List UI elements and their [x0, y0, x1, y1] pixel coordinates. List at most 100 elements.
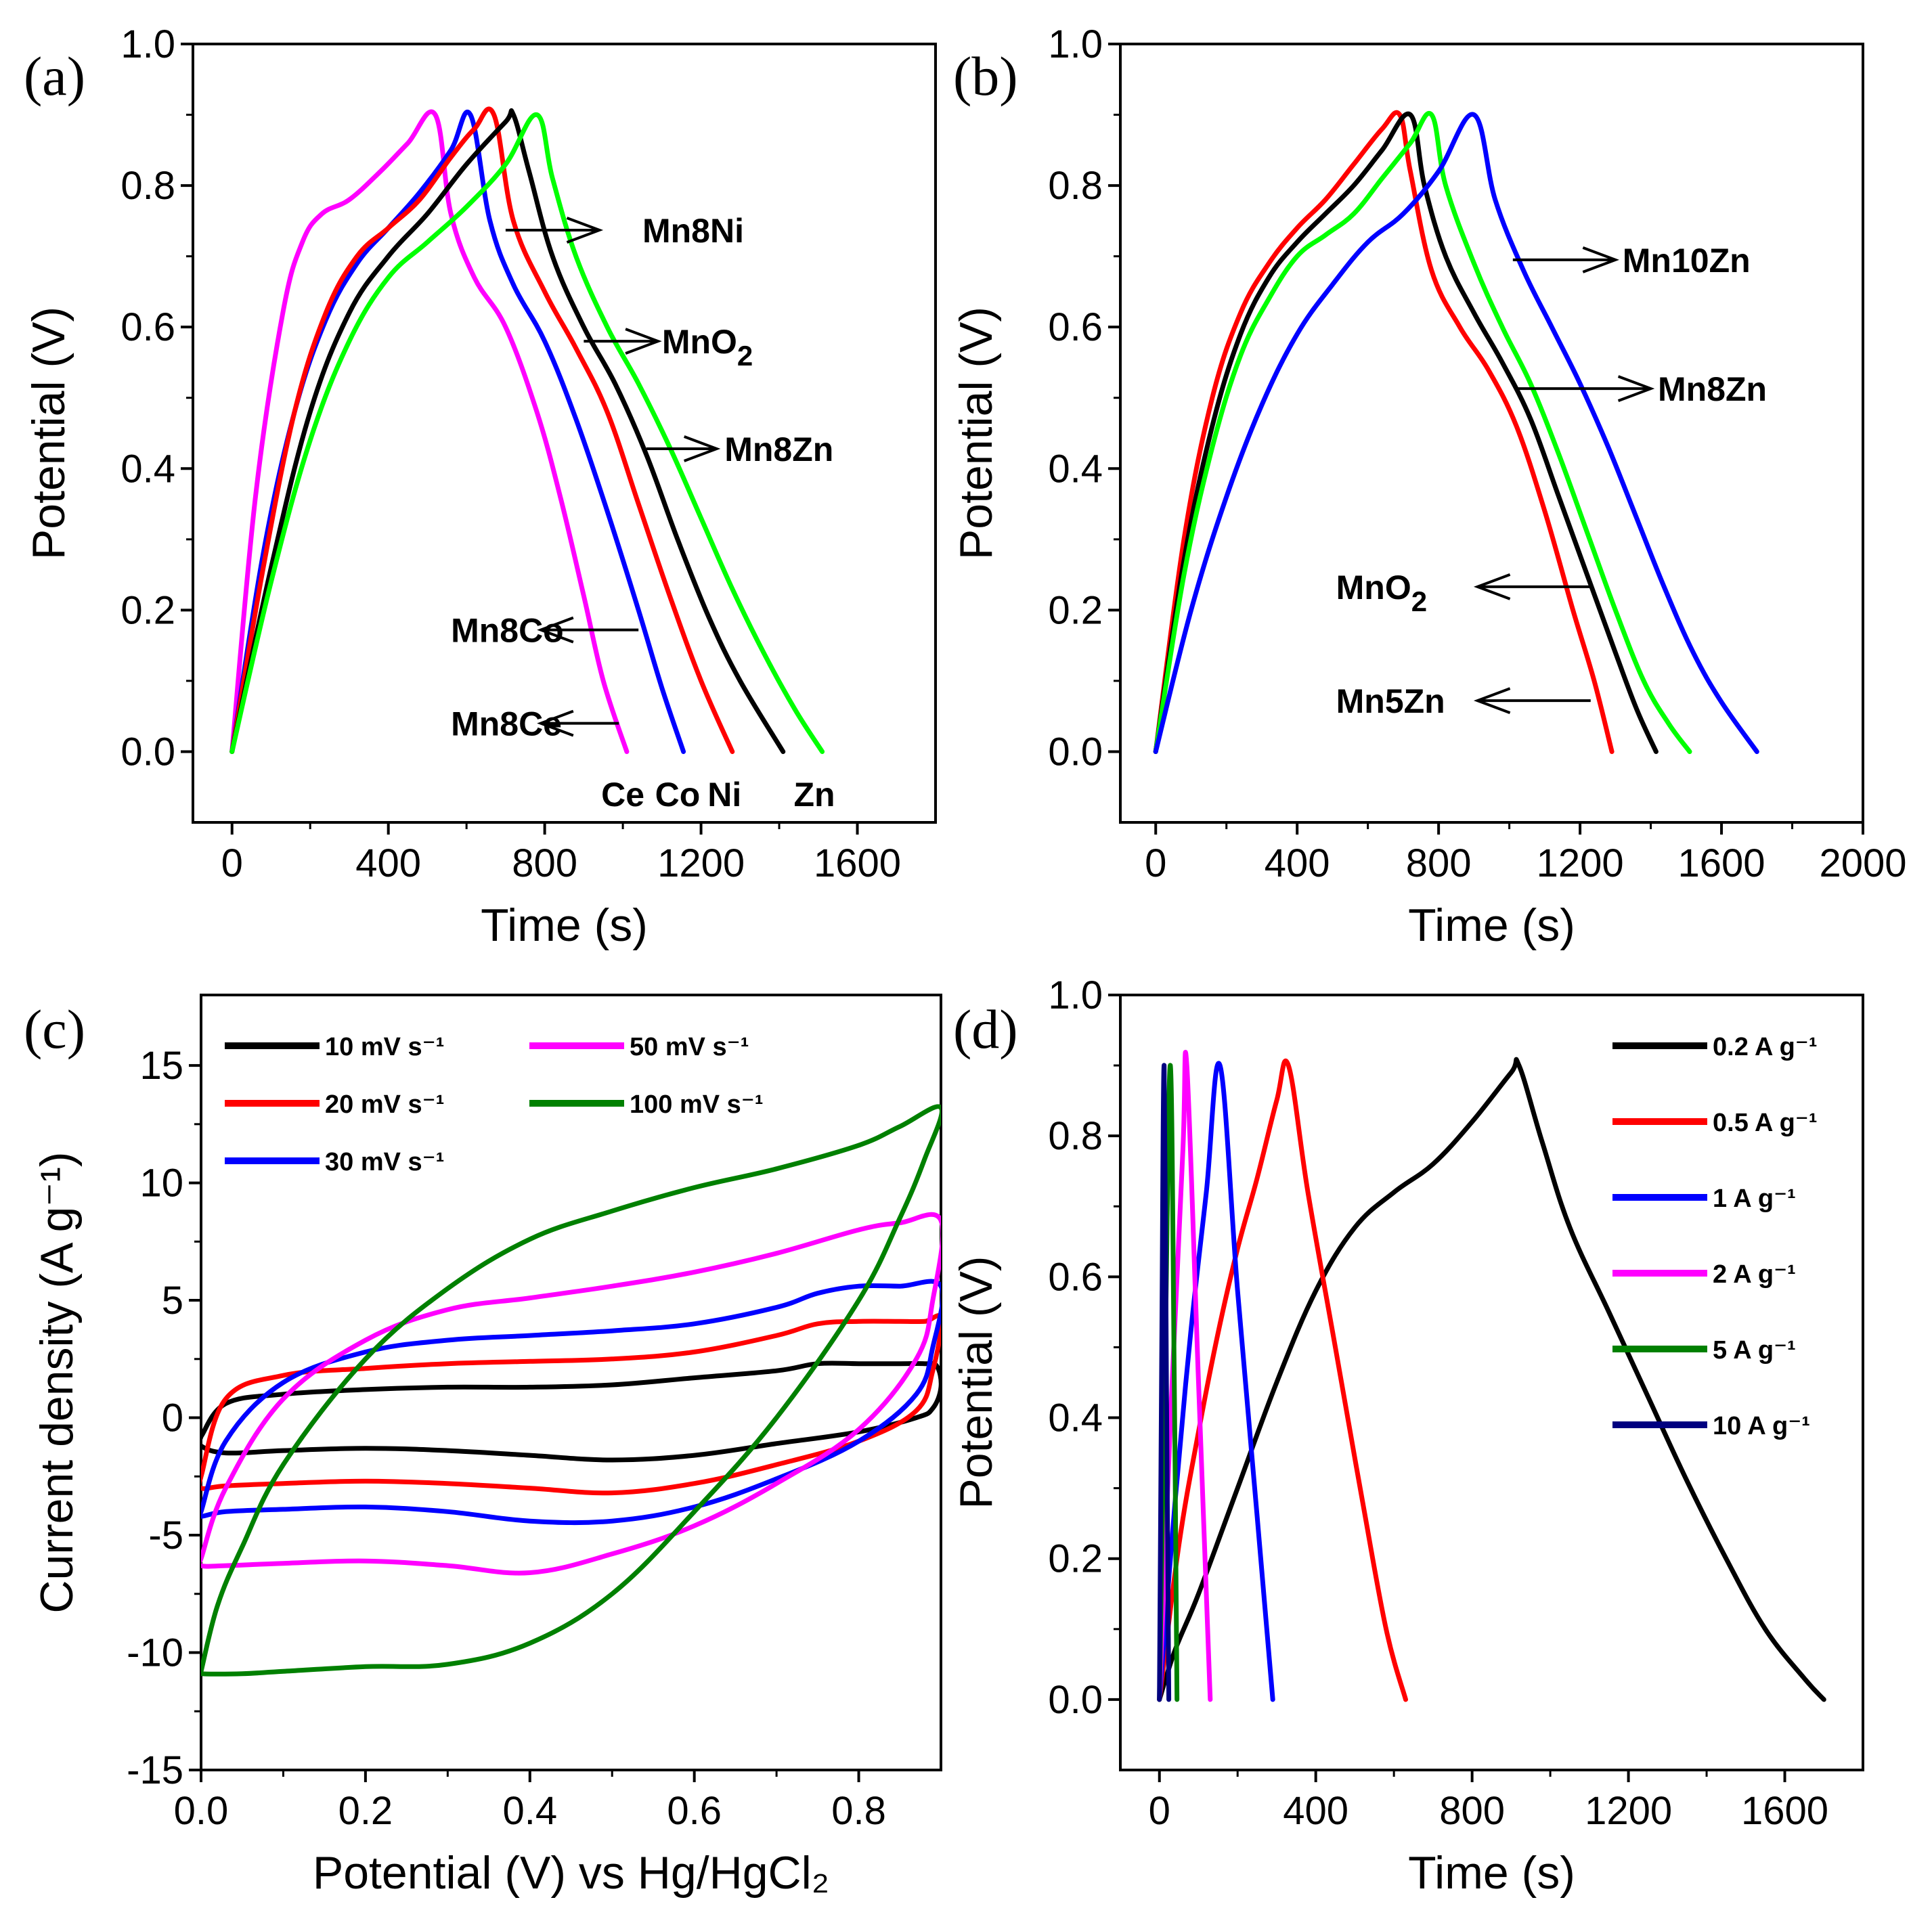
annotation-text: Ni: [707, 776, 741, 814]
series-line-mn8ce: [229, 109, 630, 754]
annotation-label: Mn8Ce: [451, 705, 562, 743]
legend-label: 10 A g⁻¹: [1713, 1412, 1810, 1440]
x-tick-label: 2000: [1819, 841, 1906, 885]
legend-label: 1 A g⁻¹: [1713, 1185, 1796, 1213]
panel-c: 0.0 0.2 0.4 0.6 0.8 -15 -10 -5 0 5 10 15 Potential (…: [24, 994, 942, 1899]
y-tick-label: 1.0: [1048, 22, 1103, 66]
panel-a: 0 400 800 1200 1600 0.0 0.2 0.4 0.6 0.8 1.0 Time (s…: [23, 22, 937, 951]
legend-label: 30 mV s⁻¹: [325, 1148, 444, 1176]
annotation-label: Ce: [601, 776, 644, 814]
series-line-mn8zn: [1153, 110, 1692, 754]
annotation-subscript: 2: [737, 340, 753, 372]
x-tick-label: 1600: [1741, 1789, 1828, 1833]
annotation-arrow-head: [1582, 246, 1620, 273]
x-tick-label: 1200: [657, 841, 745, 885]
series-group: [229, 106, 825, 754]
legend-label: 10 mV s⁻¹: [325, 1033, 444, 1061]
x-tick-label: 0.4: [502, 1789, 557, 1833]
y-tick-label: 15: [139, 1044, 183, 1088]
annotation-label: Mn8Zn: [1658, 370, 1767, 408]
annotation-text: Mn8Co: [451, 612, 564, 650]
annotation-text: Zn: [793, 776, 835, 814]
x-tick-label: 400: [1283, 1789, 1348, 1833]
legend-label: 2 A g⁻¹: [1713, 1260, 1796, 1289]
y-tick-label: 0.0: [1048, 730, 1103, 774]
panel-label: (a): [24, 45, 85, 107]
legend-label: 20 mV s⁻¹: [325, 1090, 444, 1119]
y-axis-label: Potential (V): [23, 307, 74, 560]
series-line-20-mv-s-: [201, 1313, 941, 1496]
y-tick-label: -5: [148, 1513, 183, 1557]
annotation-text: MnO: [1336, 569, 1411, 606]
panel-label: (c): [24, 998, 85, 1060]
y-tick-label: 0.8: [120, 164, 175, 208]
x-tick-label: 800: [1406, 841, 1472, 885]
series-group: [1153, 110, 1759, 754]
annotation-text: Mn10Zn: [1623, 242, 1751, 280]
annotation-arrow-head: [537, 709, 574, 737]
y-tick-label: 0.4: [1048, 1396, 1103, 1440]
x-tick-label: 0: [221, 841, 243, 885]
series-group: [201, 1104, 941, 1677]
series-line-0-5-a-g-: [1157, 1058, 1408, 1702]
y-tick-label: 0.2: [1048, 588, 1103, 632]
x-axis-label: Potential (V) vs Hg/HgCl₂: [313, 1847, 829, 1899]
panel-d: 0 400 800 1200 1600 0.0 0.2 0.4 0.6 0.8 1.0 Time (s…: [950, 973, 1864, 1899]
y-tick-label: 0.6: [120, 305, 175, 349]
annotation-subscript: 2: [1411, 585, 1427, 617]
y-axis-label: Current density (A g⁻¹): [31, 1151, 83, 1613]
y-tick-label: -10: [127, 1631, 183, 1675]
series-line-10-a-g-: [1157, 1063, 1172, 1702]
y-tick-label: 10: [139, 1161, 183, 1205]
legend-label: 0.2 A g⁻¹: [1713, 1033, 1818, 1061]
x-tick-label: 0: [1149, 1789, 1170, 1833]
annotation-text: Mn8Ce: [451, 705, 562, 743]
x-tick-label: 1200: [1537, 841, 1624, 885]
x-tick-label: 1200: [1585, 1789, 1672, 1833]
legend-label: 50 mV s⁻¹: [630, 1033, 749, 1061]
plot-frame: [1119, 43, 1864, 824]
y-tick-label: 1.0: [120, 22, 175, 66]
annotation-text: Ce: [601, 776, 644, 814]
annotation-text: MnO: [662, 323, 737, 361]
x-tick-label: 0.0: [174, 1789, 229, 1833]
series-line-100-mv-s-: [201, 1104, 941, 1677]
annotation-label: Mn8Ni: [642, 212, 744, 250]
annotation-label: Ni: [707, 776, 741, 814]
annotation-arrow-head: [683, 435, 721, 462]
legend: 0.2 A g⁻¹ 0.5 A g⁻¹ 1 A g⁻¹ 2 A g⁻¹ 5 A g⁻¹ 1…: [1612, 1033, 1818, 1440]
panel-b: 0 400 800 1200 1600 2000 0.0 0.2 0.4 0.6 0.8 1.0 Tim…: [950, 22, 1907, 951]
annotation-label: Mn5Zn: [1336, 682, 1445, 720]
legend: 10 mV s⁻¹ 20 mV s⁻¹ 30 mV s⁻¹ 50 mV s⁻¹ 100 …: [225, 1033, 764, 1176]
annotation-arrow-head: [537, 616, 574, 644]
annotation-label: MnO2: [662, 323, 753, 372]
y-tick-label: 0.6: [1048, 305, 1103, 349]
y-tick-label: 0.2: [120, 588, 175, 632]
x-axis-label: Time (s): [1408, 1847, 1575, 1899]
annotation-arrow-head: [625, 328, 662, 355]
y-tick-label: 0.6: [1048, 1255, 1103, 1299]
x-axis-label: Time (s): [481, 900, 648, 951]
panel-label: (b): [953, 45, 1018, 107]
y-tick-label: 0.8: [1048, 164, 1103, 208]
series-line-mn5zn: [1153, 110, 1615, 754]
plot-frame: [1119, 994, 1864, 1771]
x-tick-label: 400: [355, 841, 421, 885]
y-tick-label: 0.2: [1048, 1537, 1103, 1581]
series-line-mn10zn: [1153, 112, 1759, 754]
annotation-text: Mn5Zn: [1336, 682, 1445, 720]
x-tick-label: 0: [1145, 841, 1166, 885]
annotation-arrow-head: [566, 217, 604, 244]
series-line-30-mv-s-: [201, 1279, 941, 1526]
series-line-10-mv-s-: [201, 1360, 941, 1463]
y-tick-label: 1.0: [1048, 973, 1103, 1017]
y-tick-label: -15: [127, 1748, 183, 1792]
y-tick-label: 0.8: [1048, 1114, 1103, 1158]
annotation-label: Zn: [793, 776, 835, 814]
x-tick-label: 800: [1439, 1789, 1505, 1833]
series-line-mn8zn: [229, 112, 825, 754]
annotation-arrow-head: [1473, 573, 1511, 600]
annotation-label: Mn8Co: [451, 612, 564, 650]
annotation-text: Mn8Zn: [1658, 370, 1767, 408]
annotation-arrow-head: [1473, 687, 1511, 715]
